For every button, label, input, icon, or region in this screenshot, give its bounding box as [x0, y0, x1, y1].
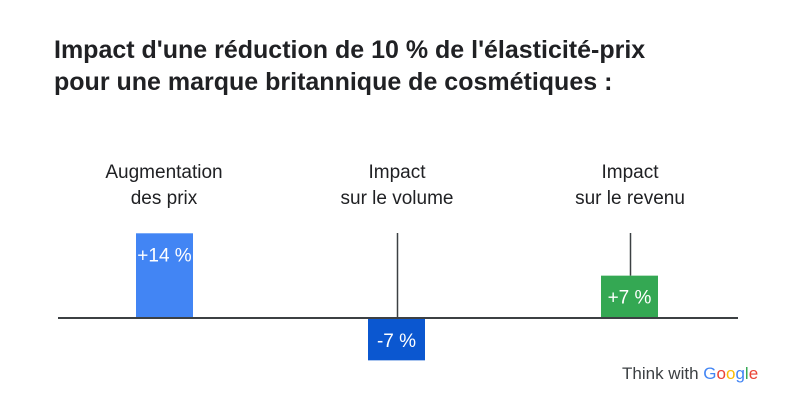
title-line-2: pour une marque britannique de cosmétiqu…	[54, 68, 613, 96]
category-line: Impact	[368, 162, 426, 183]
logo-letter: e	[748, 364, 759, 383]
think-with-google-logo: Think with Google	[622, 364, 758, 384]
logo-letter: G	[703, 364, 717, 383]
data-label: -7 %	[377, 331, 416, 352]
logo-letter: g	[735, 364, 745, 383]
category-line: sur le volume	[340, 188, 454, 209]
title-line-1: Impact d'une réduction de 10 % de l'élas…	[54, 36, 646, 64]
chart-title: Impact d'une réduction de 10 % de l'élas…	[54, 34, 645, 98]
bar	[136, 233, 193, 318]
data-label: +14 %	[137, 245, 192, 266]
category-label-price: Augmentation des prix	[54, 160, 274, 212]
data-label: +7 %	[608, 288, 652, 309]
category-label-volume: Impact sur le volume	[287, 160, 507, 212]
category-line: Augmentation	[105, 162, 223, 183]
logo-letter: o	[725, 364, 736, 383]
category-line: Impact	[601, 162, 659, 183]
category-label-revenue: Impact sur le revenu	[520, 160, 740, 212]
logo-letter: o	[716, 364, 726, 383]
logo-prefix: Think with	[622, 364, 699, 383]
category-line: sur le revenu	[575, 188, 685, 209]
bar	[601, 275, 658, 318]
bar	[368, 318, 425, 361]
category-line: des prix	[130, 188, 198, 209]
logo-brand: Google	[703, 364, 758, 383]
logo-letter: l	[744, 364, 749, 383]
